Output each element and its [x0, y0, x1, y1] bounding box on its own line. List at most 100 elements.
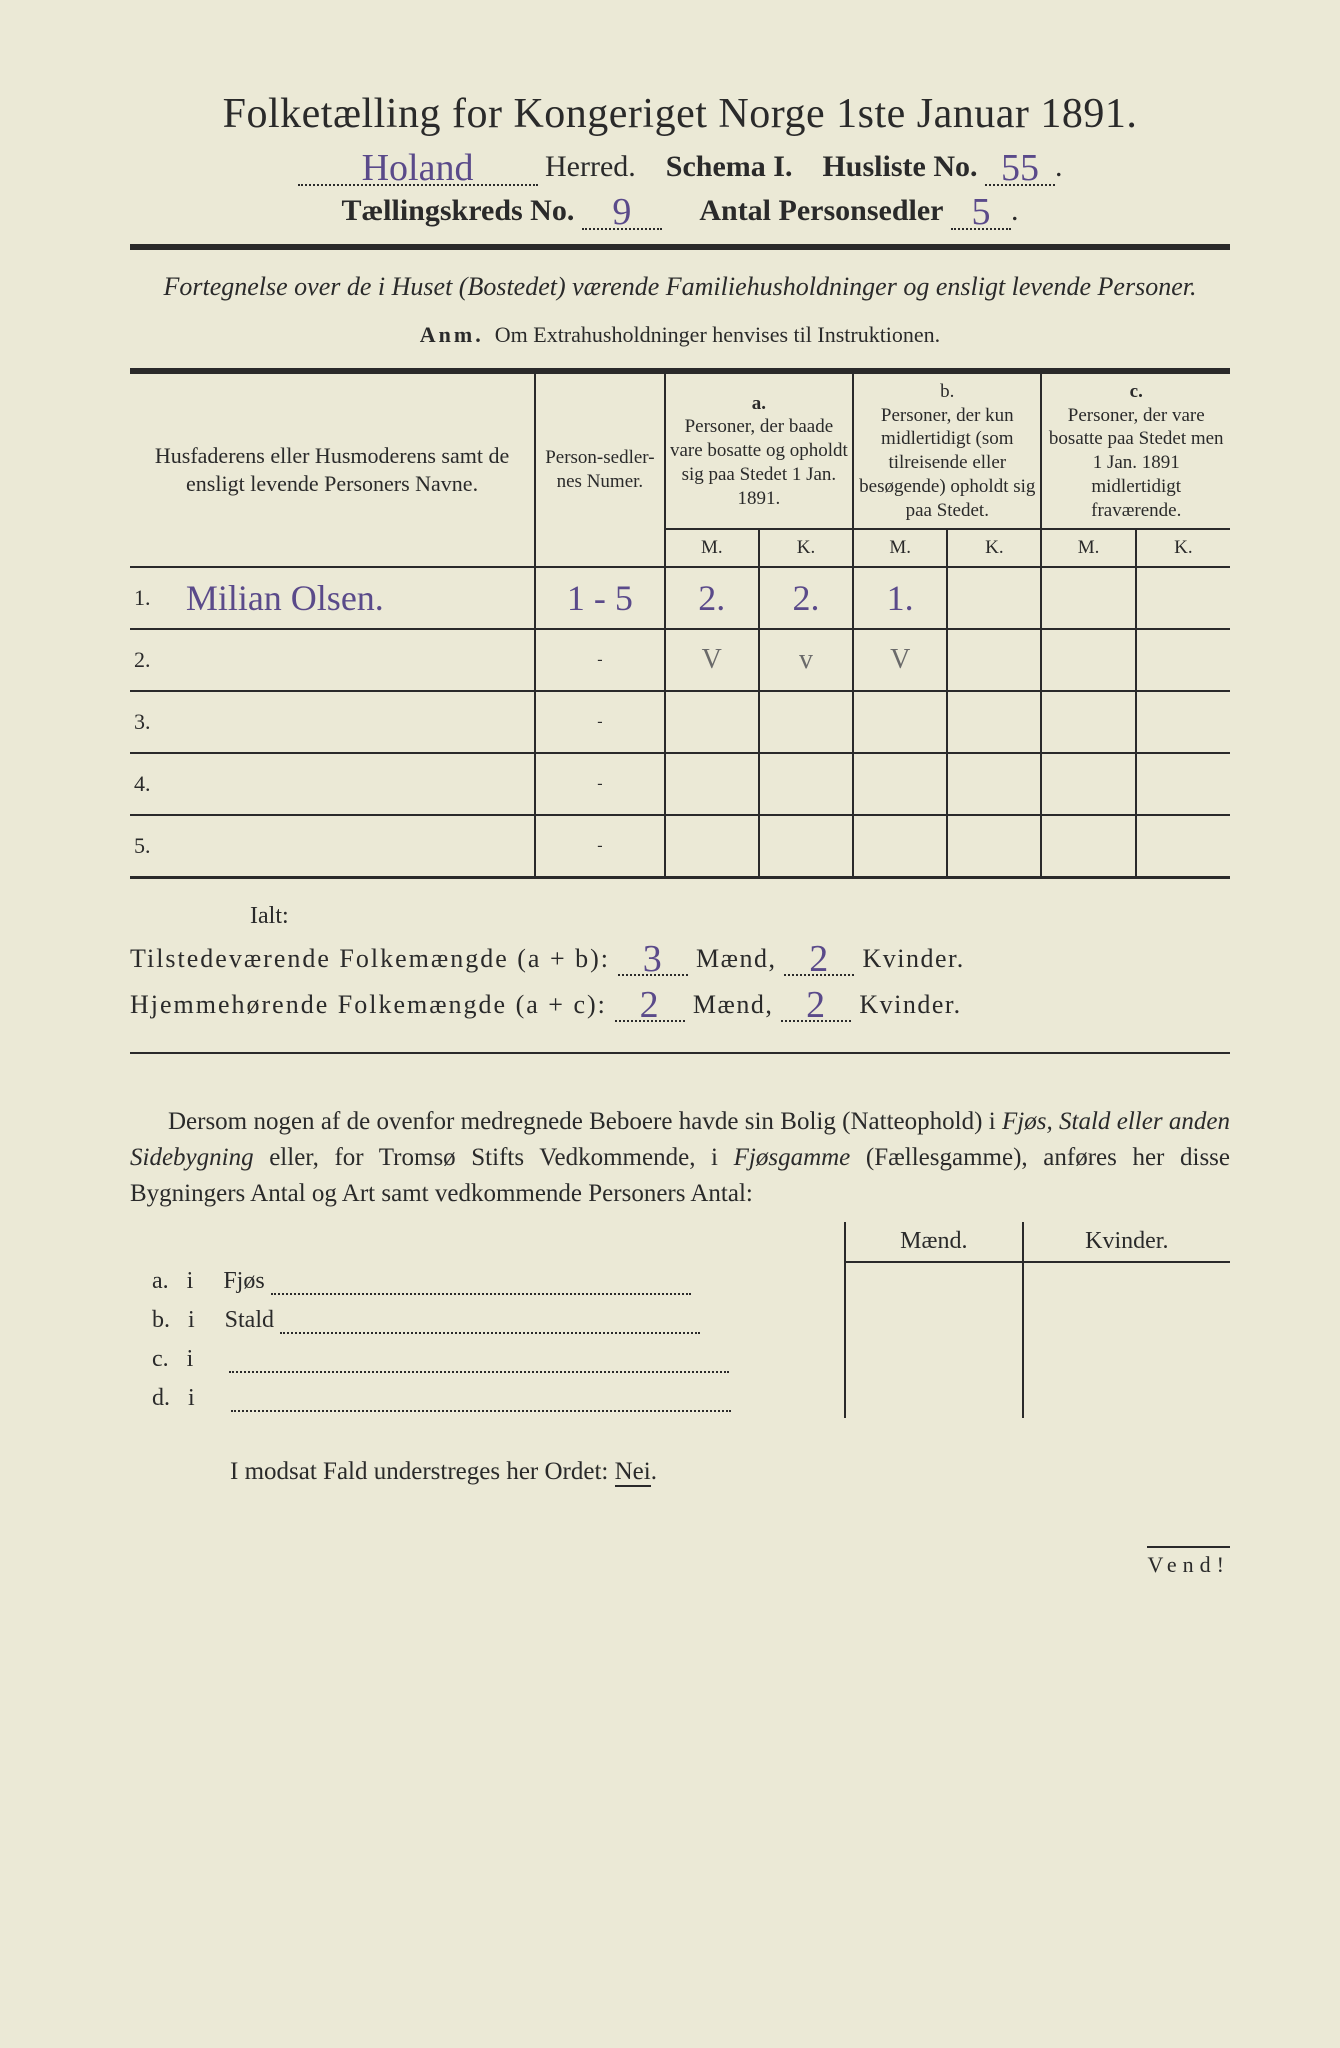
row-number: 1. — [130, 567, 182, 629]
ialt-label: Ialt: — [250, 903, 1230, 930]
header-line-herred: Holand Herred. Schema I. Husliste No. 55… — [130, 150, 1230, 186]
row-number: 3. — [130, 691, 182, 753]
bygning-k-cell — [1023, 1301, 1230, 1340]
bygning-k-cell — [1023, 1379, 1230, 1418]
col-name-header: Husfaderens eller Husmoderens samt de en… — [130, 371, 535, 567]
bygning-label-cell: c. i — [130, 1340, 845, 1379]
mk-header: K. — [947, 529, 1041, 567]
mk-header: M. — [1041, 529, 1135, 567]
col-c-letter: c. — [1130, 381, 1143, 402]
b-m-cell: V — [853, 629, 947, 691]
kvinder-label: Kvinder. — [859, 990, 961, 1019]
col-a-text: Personer, der baade vare bosatte og opho… — [670, 416, 848, 508]
col-b-header: b. Personer, der kun midlertidigt (som t… — [853, 371, 1041, 530]
b-m-cell: 1. — [853, 567, 947, 629]
table-row: 4. - — [130, 753, 1230, 815]
name-cell: Milian Olsen. — [182, 567, 535, 629]
bygning-row: b. i Stald — [130, 1301, 1230, 1340]
bygning-row: a. i Fjøs — [130, 1262, 1230, 1301]
bygning-m-cell — [845, 1262, 1023, 1301]
bygning-m-cell — [845, 1340, 1023, 1379]
a-k-cell — [759, 691, 853, 753]
pers-cell: - — [535, 753, 665, 815]
bygning-k-cell — [1023, 1340, 1230, 1379]
name-cell — [182, 753, 535, 815]
totals-ac-m-field: 2 — [615, 990, 685, 1022]
maend-label: Mænd, — [693, 990, 773, 1019]
bygning-paragraph: Dersom nogen af de ovenfor medregnede Be… — [130, 1104, 1230, 1213]
c-m-cell — [1041, 753, 1135, 815]
schema-label: Schema I. — [666, 150, 793, 183]
kreds-label: Tællingskreds No. — [342, 194, 575, 227]
c-k-cell — [1136, 691, 1230, 753]
row-number: 4. — [130, 753, 182, 815]
census-table: Husfaderens eller Husmoderens samt de en… — [130, 368, 1230, 879]
herred-field: Holand — [298, 150, 538, 186]
bygning-table: Mænd. Kvinder. a. i Fjøs b. i Stald c. i… — [130, 1222, 1230, 1418]
antal-label: Antal Personsedler — [699, 194, 943, 227]
mk-header: M. — [853, 529, 947, 567]
bygning-m-cell — [845, 1379, 1023, 1418]
antal-value: 5 — [971, 203, 990, 222]
husliste-value: 55 — [1001, 159, 1039, 178]
a-m-cell — [665, 691, 759, 753]
totals-ac-k-field: 2 — [781, 990, 851, 1022]
bygning-row: c. i — [130, 1340, 1230, 1379]
totals-ac-m: 2 — [640, 996, 661, 1015]
bygning-k-cell — [1023, 1262, 1230, 1301]
b-m-cell — [853, 753, 947, 815]
bygning-m-cell — [845, 1301, 1023, 1340]
b-m-cell — [853, 815, 947, 877]
a-m-cell — [665, 815, 759, 877]
b-k-cell — [947, 815, 1041, 877]
header-line-kreds: Tællingskreds No. 9 Antal Personsedler 5… — [130, 194, 1230, 230]
kreds-field: 9 — [582, 194, 662, 230]
a-m-cell — [665, 753, 759, 815]
col-c-text: Personer, der vare bosatte paa Stedet me… — [1049, 405, 1224, 521]
name-cell — [182, 691, 535, 753]
totals-ab-m: 3 — [643, 950, 664, 969]
c-k-cell — [1136, 567, 1230, 629]
kvinder-label: Kvinder. — [862, 944, 964, 973]
kreds-value: 9 — [612, 203, 631, 222]
bygning-row: d. i — [130, 1379, 1230, 1418]
c-m-cell — [1041, 629, 1135, 691]
c-k-cell — [1136, 629, 1230, 691]
pers-cell: - — [535, 691, 665, 753]
col-c-header: c. Personer, der vare bosatte paa Stedet… — [1041, 371, 1230, 530]
totals-line-ac: Hjemmehørende Folkemængde (a + c): 2 Mæn… — [130, 990, 1230, 1022]
page-title: Folketælling for Kongeriget Norge 1ste J… — [130, 90, 1230, 138]
husliste-label: Husliste No. — [822, 150, 977, 183]
name-cell — [182, 815, 535, 877]
bygning-label-cell: d. i — [130, 1379, 845, 1418]
totals-ab-k-field: 2 — [784, 944, 854, 976]
col-pers-header: Person-sedler-nes Numer. — [535, 371, 665, 567]
col-b-letter: b. — [940, 381, 954, 402]
table-row: 1.Milian Olsen.1 - 52.2.1. — [130, 567, 1230, 629]
divider — [130, 1052, 1230, 1054]
bygning-label-cell: b. i Stald — [130, 1301, 845, 1340]
totals-ac-k: 2 — [806, 996, 827, 1015]
mk-header: K. — [1136, 529, 1230, 567]
totals-ab-label: Tilstedeværende Folkemængde (a + b): — [130, 944, 610, 973]
c-m-cell — [1041, 815, 1135, 877]
anm-note: Anm. Om Extrahusholdninger henvises til … — [130, 322, 1230, 348]
b-k-cell — [947, 629, 1041, 691]
table-row: 2.-VvV — [130, 629, 1230, 691]
pers-cell: - — [535, 629, 665, 691]
a-k-cell — [759, 815, 853, 877]
mk-header: M. — [665, 529, 759, 567]
col-name-text: Husfaderens eller Husmoderens samt de en… — [155, 443, 509, 496]
col-a-header: a. Personer, der baade vare bosatte og o… — [665, 371, 853, 530]
b-k-cell — [947, 691, 1041, 753]
a-m-cell: V — [665, 629, 759, 691]
pers-cell: 1 - 5 — [535, 567, 665, 629]
table-row: 5.- — [130, 815, 1230, 877]
col-b-text: Personer, der kun midlertidigt (som tilr… — [859, 405, 1035, 521]
maend-label: Mænd, — [696, 944, 776, 973]
name-cell — [182, 629, 535, 691]
a-m-cell: 2. — [665, 567, 759, 629]
herred-label: Herred. — [545, 150, 636, 183]
census-form-page: Folketælling for Kongeriget Norge 1ste J… — [0, 0, 1340, 2048]
antal-field: 5 — [951, 194, 1011, 230]
